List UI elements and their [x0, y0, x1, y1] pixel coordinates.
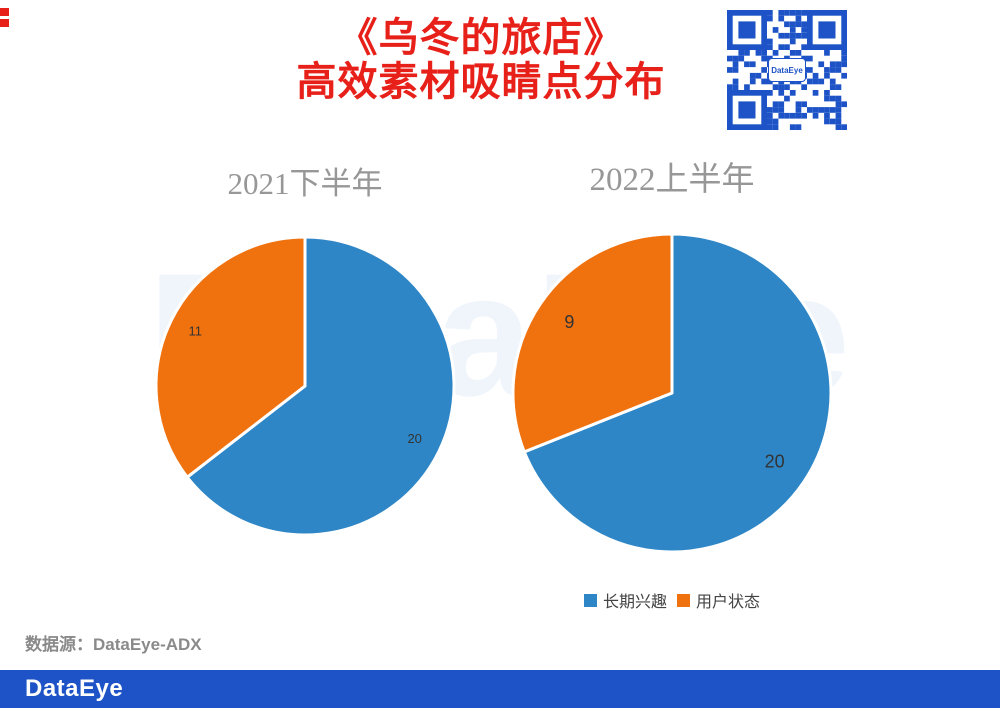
svg-text:9: 9: [564, 312, 574, 332]
svg-text:20: 20: [765, 451, 785, 471]
chart-title-2021h2: 2021下半年: [227, 166, 383, 201]
corner-mark-1: [0, 8, 9, 16]
legend-label-long-term-interest: 长期兴趣: [602, 594, 667, 611]
legend-label-user-status: 用户状态: [696, 594, 761, 611]
chart-title-2022h1: 2022上半年: [589, 162, 755, 198]
corner-decoration: [0, 8, 9, 30]
legend-item-long-term-interest: 长期兴趣: [583, 588, 667, 612]
footer-logo: DataEye: [25, 675, 124, 702]
page-title-line2: 高效素材吸睛点分布: [296, 60, 666, 104]
legend-item-user-status: 用户状态: [677, 588, 760, 612]
page-title-line1: 《乌冬的旅店》: [337, 16, 625, 60]
qr-center-logo: DataEye: [768, 58, 806, 82]
corner-mark-2: [0, 19, 9, 27]
svg-text:20: 20: [407, 431, 421, 446]
legend-swatch-orange: [677, 593, 690, 607]
data-source-note: 数据源：DataEye-ADX: [25, 635, 202, 654]
pie-chart-2022h1: 20 9: [511, 232, 833, 554]
legend-swatch-blue: [583, 593, 597, 607]
page-title: 《乌冬的旅店》 高效素材吸睛点分布: [0, 16, 962, 104]
footer-bar: DataEye: [0, 670, 1000, 708]
qr-code: DataEye: [727, 10, 847, 130]
chart-legend: 长期兴趣 用户状态: [507, 588, 837, 612]
svg-text:11: 11: [189, 324, 203, 339]
